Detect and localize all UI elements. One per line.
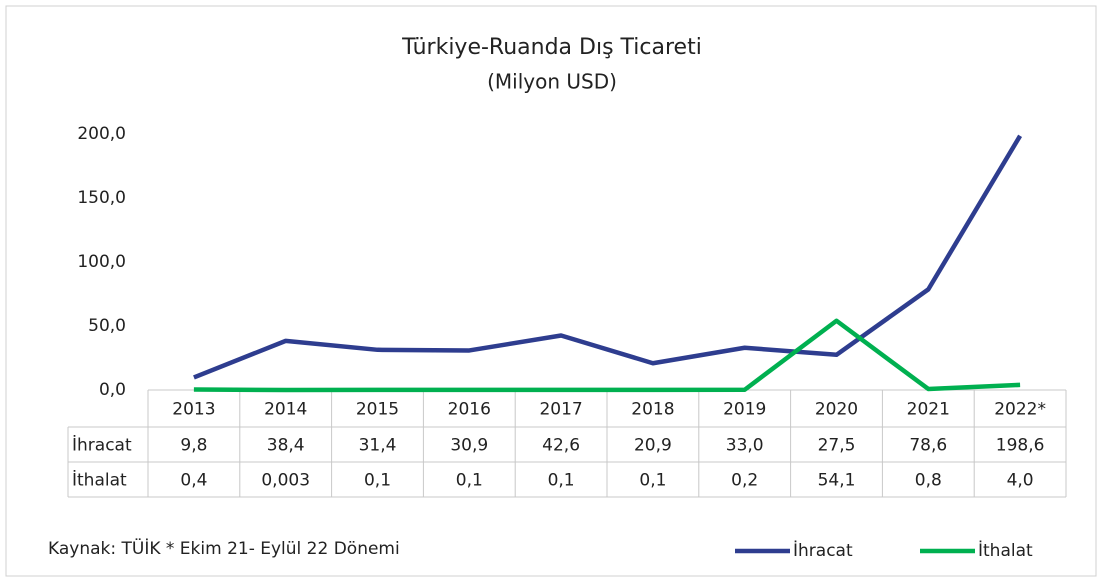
data-label: 31,4 <box>359 436 397 456</box>
data-label: 0,1 <box>456 471 483 491</box>
y-tick-label: 100,0 <box>77 252 126 272</box>
data-label: 0,2 <box>731 471 758 491</box>
x-tick-label: 2017 <box>539 400 582 420</box>
y-tick-label: 0,0 <box>99 380 126 400</box>
x-tick-label: 2016 <box>448 400 491 420</box>
data-line <box>193 318 1021 393</box>
data-label: 78,6 <box>909 436 947 456</box>
data-label: 0,1 <box>364 471 391 491</box>
x-tick-label: 2018 <box>631 400 674 420</box>
table-row-label: İhracat <box>72 435 132 456</box>
data-label: 33,0 <box>726 436 764 456</box>
data-line <box>193 134 1023 380</box>
chart-title: Türkiye-Ruanda Dış Ticareti <box>401 35 702 60</box>
x-tick-label: 2015 <box>356 400 399 420</box>
table-row-label: İthalat <box>72 470 127 491</box>
data-label: 0,8 <box>915 471 942 491</box>
x-tick-label: 2020 <box>815 400 858 420</box>
y-tick-label: 50,0 <box>88 316 126 336</box>
data-label: 0,4 <box>180 471 207 491</box>
data-label: 38,4 <box>267 436 305 456</box>
x-tick-label: 2013 <box>172 400 215 420</box>
chart-subtitle: (Milyon USD) <box>487 70 617 94</box>
y-tick-label: 150,0 <box>77 188 126 208</box>
y-tick-label: 200,0 <box>77 124 126 144</box>
data-label: 20,9 <box>634 436 672 456</box>
data-label: 0,1 <box>548 471 575 491</box>
data-label: 9,8 <box>180 436 207 456</box>
data-label: 4,0 <box>1007 471 1034 491</box>
data-label: 198,6 <box>996 436 1045 456</box>
source-note: Kaynak: TÜİK * Ekim 21- Eylül 22 Dönemi <box>48 537 400 559</box>
x-tick-label: 2019 <box>723 400 766 420</box>
data-label: 42,6 <box>542 436 580 456</box>
data-label: 0,1 <box>639 471 666 491</box>
legend-label: İthalat <box>978 540 1033 561</box>
chart-border <box>5 5 1097 577</box>
x-tick-label: 2022* <box>994 400 1046 420</box>
data-label: 30,9 <box>450 436 488 456</box>
x-tick-label: 2021 <box>907 400 950 420</box>
data-label: 0,003 <box>261 471 310 491</box>
data-label: 54,1 <box>818 471 856 491</box>
legend-label: İhracat <box>793 540 853 561</box>
data-label: 27,5 <box>818 436 856 456</box>
x-tick-label: 2014 <box>264 400 307 420</box>
